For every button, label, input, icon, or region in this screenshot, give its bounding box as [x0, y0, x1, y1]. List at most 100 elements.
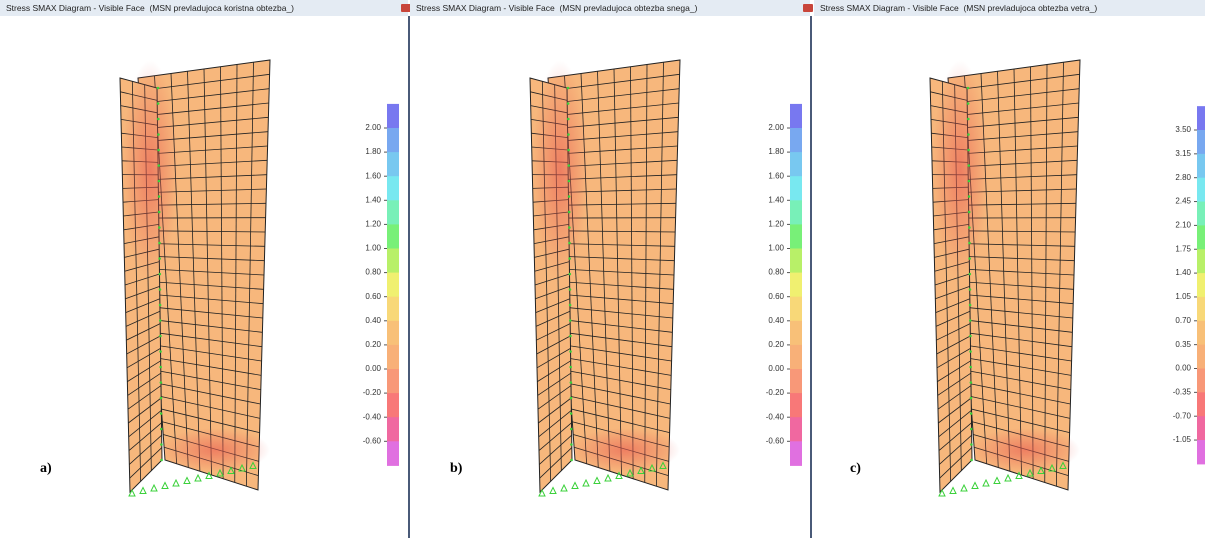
support [961, 485, 967, 491]
screenshot: Stress SMAX Diagram - Visible Face (MSN … [0, 0, 1205, 538]
legend-swatch [790, 273, 802, 298]
legend-label: -0.40 [363, 412, 382, 421]
node [970, 459, 973, 462]
support [572, 483, 578, 489]
legend-swatch [1197, 345, 1205, 369]
legend-label: 1.05 [1175, 292, 1191, 301]
legend-swatch [790, 104, 802, 129]
node [569, 304, 572, 307]
node [568, 257, 571, 260]
legend-swatch [790, 345, 802, 370]
legend-swatch [1197, 416, 1205, 440]
legend-swatch [387, 176, 399, 201]
legend-label: 0.35 [1175, 340, 1191, 349]
node [158, 211, 161, 214]
node [967, 118, 970, 121]
node [157, 87, 160, 90]
node [160, 459, 163, 462]
node [968, 195, 971, 198]
legend-label: 0.00 [365, 364, 381, 373]
legend-label: 0.20 [365, 340, 381, 349]
legend-swatch [387, 417, 399, 442]
legend-swatch [387, 369, 399, 394]
node [158, 242, 161, 245]
stress-zone [970, 428, 1080, 472]
legend-label: -0.60 [766, 436, 785, 445]
node [159, 319, 162, 322]
legend-label: 2.10 [1175, 221, 1191, 230]
legend-label: 1.00 [365, 244, 381, 253]
node [969, 273, 972, 276]
legend-label: -0.20 [766, 388, 785, 397]
legend-swatch [1197, 273, 1205, 297]
node [160, 381, 163, 384]
node [159, 273, 162, 276]
legend-swatch [790, 128, 802, 153]
node [157, 118, 160, 121]
node [570, 397, 573, 400]
legend-swatch [790, 369, 802, 394]
node [568, 180, 571, 183]
legend-swatch [1197, 106, 1205, 130]
node [968, 211, 971, 214]
legend-label: 1.20 [768, 220, 784, 229]
node [968, 180, 971, 183]
legend-swatch [387, 249, 399, 274]
node [969, 366, 972, 369]
legend-swatch [387, 441, 399, 466]
close-button [401, 4, 411, 12]
model [930, 60, 1080, 496]
legend-swatch [1197, 225, 1205, 249]
node [157, 102, 160, 105]
legend-label: 0.60 [365, 292, 381, 301]
support [583, 480, 589, 486]
support [184, 478, 190, 484]
node [157, 164, 160, 167]
node [157, 149, 160, 152]
legend-label: 1.40 [365, 195, 381, 204]
node [567, 87, 570, 90]
panel-label: b) [450, 461, 463, 476]
node [969, 304, 972, 307]
node [970, 381, 973, 384]
legend-swatch [1197, 440, 1205, 464]
node [570, 459, 573, 462]
node [970, 412, 973, 415]
legend-label: 1.40 [1175, 268, 1191, 277]
node [158, 226, 161, 229]
stress-zone [570, 428, 680, 472]
legend-swatch [790, 321, 802, 346]
legend-swatch [387, 393, 399, 418]
panel-label: c) [850, 461, 861, 476]
window-title: Stress SMAX Diagram - Visible Face (MSN … [6, 3, 294, 13]
support [1005, 475, 1011, 481]
legend-swatch [1197, 202, 1205, 226]
stress-zone [122, 60, 178, 280]
legend-swatch [1197, 369, 1205, 393]
support [561, 485, 567, 491]
support [994, 478, 1000, 484]
legend-swatch [387, 128, 399, 153]
node [568, 211, 571, 214]
stress-zone [532, 60, 588, 280]
legend-label: 2.00 [365, 123, 381, 132]
model [120, 60, 270, 496]
support [151, 485, 157, 491]
legend-label: -0.40 [766, 412, 785, 421]
node [970, 428, 973, 431]
node [569, 350, 572, 353]
node [157, 133, 160, 136]
legend-swatch [387, 273, 399, 298]
legend-label: 1.00 [768, 244, 784, 253]
legend-label: -1.05 [1173, 435, 1192, 444]
node [568, 242, 571, 245]
legend-swatch [387, 104, 399, 129]
node [568, 195, 571, 198]
legend-swatch [1197, 297, 1205, 321]
node [159, 304, 162, 307]
node [160, 412, 163, 415]
support [140, 488, 146, 494]
legend-label: -0.60 [363, 436, 382, 445]
legend-label: 0.60 [768, 292, 784, 301]
legend-swatch [387, 345, 399, 370]
